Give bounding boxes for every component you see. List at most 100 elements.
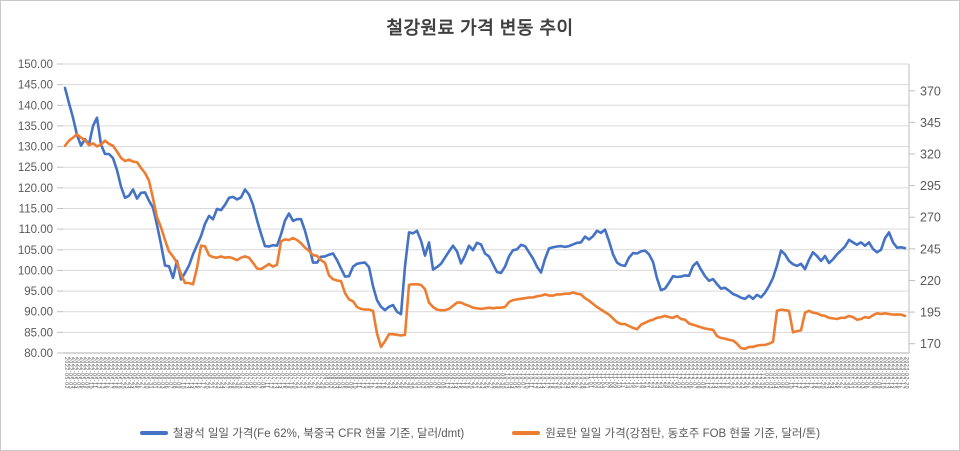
x-axis-label: 2022-06-03 [159, 357, 165, 389]
x-axis-label: 2023-01-16 [803, 357, 809, 389]
x-axis-label: 2022-10-28 [579, 357, 585, 389]
x-axis-label: 2022-08-02 [327, 357, 333, 389]
x-axis-label: 2022-09-01 [415, 357, 421, 389]
x-axis-label: 2022-10-18 [547, 357, 553, 389]
x-axis-label: 2022-09-16 [459, 357, 465, 389]
y-axis-label-left: 115.00 [19, 204, 53, 216]
legend-line-marker-orange [512, 431, 541, 435]
x-axis-label: 2022-12-01 [675, 357, 681, 389]
x-axis-label: 2022-09-02 [419, 357, 425, 389]
x-axis-label: 2022-07-15 [279, 357, 285, 389]
x-axis-label: 2022-10-05 [511, 357, 517, 389]
x-axis-label: 2022-05-27 [139, 357, 145, 389]
x-axis-label: 2022-05-20 [119, 357, 125, 389]
x-axis-label: 2022-06-22 [211, 357, 217, 389]
x-axis-label: 2023-01-25 [831, 357, 837, 389]
legend-label-iron-ore: 철광석 일일 가격(Fe 62%, 북중국 CFR 현물 기준, 달러/dmt) [172, 428, 465, 440]
x-axis-label: 2022-06-21 [207, 357, 213, 389]
x-axis-label: 2022-09-22 [475, 357, 481, 389]
x-axis-label: 2022-11-08 [607, 357, 613, 389]
x-axis-label: 2023-02-20 [903, 357, 909, 389]
x-axis-label: 2022-07-13 [271, 357, 277, 389]
y-axis-label-left: 120.00 [18, 183, 53, 195]
legend-line-marker-blue [139, 431, 168, 435]
x-axis-label: 2022-08-03 [331, 357, 337, 389]
x-axis-label: 2022-07-11 [263, 357, 269, 389]
x-axis-label: 2022-09-15 [455, 357, 461, 389]
x-axis-label: 2022-05-17 [107, 357, 113, 389]
x-axis-label: 2022-12-07 [691, 357, 697, 389]
x-axis-label: 2022-06-17 [199, 357, 205, 389]
y-axis-label-left: 135.00 [18, 121, 53, 133]
y-axis-label-left: 85.00 [24, 327, 53, 339]
x-axis-label: 2022-07-27 [311, 357, 317, 389]
x-axis-label: 2022-09-19 [463, 357, 469, 389]
x-axis-label: 2022-10-11 [527, 357, 533, 389]
x-axis-label: 2023-01-20 [819, 357, 825, 389]
x-axis-label: 2022-05-24 [127, 357, 133, 389]
x-axis-label: 2023-01-10 [787, 357, 793, 389]
x-axis-label: 2022-08-16 [367, 357, 373, 389]
x-axis-label: 2022-08-24 [391, 357, 397, 389]
x-axis-label: 2022-09-23 [479, 357, 485, 389]
x-axis-label: 2022-08-26 [399, 357, 405, 389]
x-axis-label: 2022-08-12 [359, 357, 365, 389]
x-axis-label: 2022-10-03 [503, 357, 509, 389]
x-axis-label: 2022-11-21 [643, 357, 649, 389]
x-axis-label: 2022-05-11 [91, 357, 97, 389]
x-axis-label: 2022-12-05 [683, 357, 689, 389]
y-axis-label-right: 270 [920, 211, 941, 225]
x-axis-label: 2023-01-09 [783, 357, 789, 389]
x-axis-label: 2022-11-29 [667, 357, 673, 389]
y-axis-label-right: 220 [920, 274, 941, 288]
x-axis-label: 2022-10-27 [575, 357, 581, 389]
x-axis-label: 2022-12-12 [703, 357, 709, 389]
x-axis-label: 2022-10-12 [531, 357, 537, 389]
x-axis-label: 2022-07-04 [243, 357, 249, 389]
x-axis-label: 2023-01-05 [775, 357, 781, 389]
x-axis-label: 2023-01-17 [807, 357, 813, 389]
x-axis-label: 2022-05-19 [115, 357, 121, 389]
x-axis-label: 2022-06-24 [219, 357, 225, 389]
x-axis-label: 2022-10-31 [583, 357, 589, 389]
x-axis-label: 2022-09-13 [447, 357, 453, 389]
x-axis-label: 2023-02-06 [863, 357, 869, 389]
x-axis-label: 2022-09-21 [471, 357, 477, 389]
x-axis-label: 2022-09-28 [491, 357, 497, 389]
x-axis-label: 2022-12-09 [699, 357, 705, 389]
x-axis-label: 2022-06-14 [187, 357, 193, 389]
x-axis-label: 2023-02-07 [867, 357, 873, 389]
x-axis-label: 2022-11-02 [591, 357, 597, 389]
x-axis-label: 2023-02-02 [855, 357, 861, 389]
x-axis-label: 2022-07-07 [255, 357, 261, 389]
x-axis-label: 2023-01-23 [823, 357, 829, 389]
x-axis-label: 2022-05-04 [71, 357, 77, 389]
x-axis-label: 2022-09-08 [435, 357, 441, 389]
y-axis-label-right: 195 [920, 306, 941, 320]
x-axis-label: 2022-07-28 [315, 357, 321, 389]
x-axis-label: 2022-12-27 [747, 357, 753, 389]
x-axis-label: 2023-02-09 [875, 357, 881, 389]
x-axis-label: 2022-06-16 [195, 357, 201, 389]
x-axis-label: 2022-05-31 [147, 357, 153, 389]
x-axis-label: 2023-02-13 [883, 357, 889, 389]
x-axis-label: 2022-10-21 [559, 357, 565, 389]
x-axis-label: 2022-12-14 [711, 357, 717, 389]
x-axis-label: 2022-06-28 [227, 357, 233, 389]
x-axis-label: 2022-05-03 [67, 357, 73, 389]
x-axis-label: 2022-06-10 [179, 357, 185, 389]
y-axis-label-left: 80.00 [24, 348, 53, 360]
y-axis-label-right: 245 [920, 242, 941, 256]
x-axis-label: 2022-06-29 [231, 357, 237, 389]
x-axis-label: 2022-11-17 [635, 357, 641, 389]
x-axis-label: 2022-08-25 [395, 357, 401, 389]
x-axis-label: 2022-08-23 [387, 357, 393, 389]
x-axis-label: 2022-10-06 [515, 357, 521, 389]
y-axis-label-right: 370 [920, 84, 941, 98]
x-axis-label: 2022-06-08 [171, 357, 177, 389]
x-axis-label: 2022-05-10 [87, 357, 93, 389]
x-axis-label: 2023-01-19 [815, 357, 821, 389]
series-line-coking-coal [63, 133, 907, 351]
y-axis-label-left: 140.00 [18, 100, 53, 112]
